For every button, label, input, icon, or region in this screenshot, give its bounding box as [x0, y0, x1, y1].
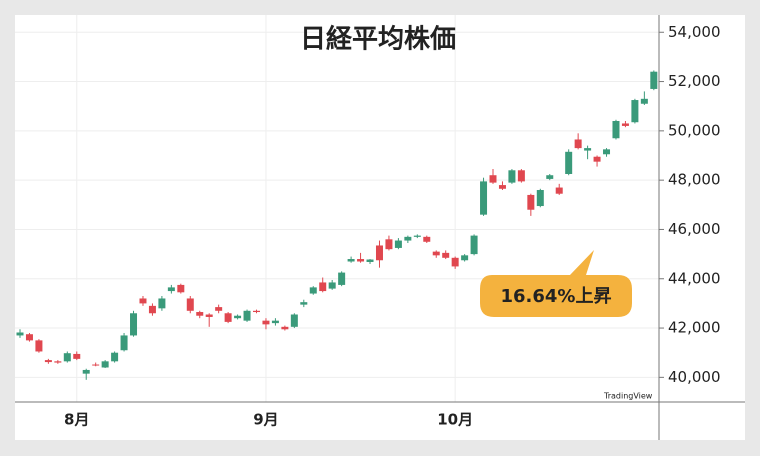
candle-body — [234, 315, 242, 319]
candle-body — [92, 364, 100, 366]
candle-body — [631, 100, 639, 123]
candle-body — [621, 123, 629, 126]
candle-body — [394, 240, 402, 248]
y-tick-label: 42,000 — [668, 319, 721, 337]
candle-body — [574, 139, 582, 149]
candle-body — [603, 149, 611, 155]
candle-body — [25, 334, 33, 341]
candle-body — [432, 251, 440, 256]
candle-body — [565, 151, 573, 174]
x-tick-label: 8月 — [64, 411, 89, 429]
candle-body — [536, 190, 544, 207]
candle-body — [271, 320, 279, 324]
candles — [16, 70, 658, 380]
candle-body — [111, 352, 119, 362]
candle-body — [262, 320, 270, 325]
candle-body — [82, 369, 90, 374]
candle-body — [498, 185, 506, 189]
candle-body — [357, 259, 365, 262]
candle-body — [139, 298, 147, 304]
candle-body — [101, 361, 109, 368]
candle-body — [640, 98, 648, 104]
candle-body — [328, 282, 336, 289]
annotation-bubble — [480, 250, 632, 317]
candle-body — [16, 332, 24, 336]
candle-body — [612, 120, 620, 139]
candle-body — [517, 170, 525, 182]
y-tick-label: 54,000 — [668, 23, 721, 41]
candle-body — [347, 259, 355, 262]
candle-body — [423, 236, 431, 242]
candle-body — [470, 235, 478, 255]
candle-body — [508, 170, 516, 183]
y-tick-label: 52,000 — [668, 72, 721, 90]
candle-body — [650, 71, 658, 89]
y-tick-label: 40,000 — [668, 368, 721, 386]
candle-body — [319, 282, 327, 292]
watermark: TradingView — [603, 392, 653, 401]
candle-body — [167, 287, 175, 292]
candle-body — [584, 148, 592, 151]
candle-body — [44, 360, 52, 363]
candle-body — [243, 310, 251, 321]
candle-body — [442, 252, 450, 258]
candle-body — [546, 175, 554, 179]
candle-body — [224, 313, 232, 322]
candle-body — [120, 335, 128, 351]
candle-body — [177, 284, 185, 293]
y-tick-label: 46,000 — [668, 220, 721, 238]
candle-body — [413, 235, 421, 237]
candle-body — [130, 313, 138, 336]
candle-body — [555, 187, 563, 194]
candle-body — [300, 302, 308, 305]
candle-body — [593, 156, 601, 162]
candle-body — [253, 310, 260, 313]
annotation: 16.64%上昇 — [501, 286, 612, 307]
candle-body — [54, 361, 62, 363]
candle-body — [309, 287, 317, 294]
candle-body — [148, 305, 156, 314]
candle-body — [290, 314, 298, 327]
candle-body — [385, 239, 393, 250]
candle-body — [527, 194, 535, 210]
candle-body — [461, 255, 469, 261]
candle-body — [196, 312, 204, 316]
y-tick-label: 48,000 — [668, 171, 721, 189]
candle-body — [338, 272, 346, 285]
candle-body — [281, 326, 289, 330]
x-tick-label: 9月 — [253, 411, 278, 429]
y-tick-label: 44,000 — [668, 269, 721, 287]
candle-body — [404, 236, 412, 241]
candle-body — [489, 175, 497, 183]
grid — [15, 15, 659, 402]
candle-body — [63, 353, 71, 362]
y-tick-label: 50,000 — [668, 121, 721, 139]
candle-body — [451, 257, 459, 267]
x-tick-label: 10月 — [437, 411, 473, 429]
candle-body — [186, 298, 194, 311]
panel — [15, 15, 745, 440]
chart-title: 日経平均株価 — [300, 24, 456, 55]
candle-body — [215, 307, 223, 311]
candle-body — [73, 353, 81, 359]
candle-body — [375, 245, 383, 261]
candle-body — [480, 181, 488, 215]
candle-body — [35, 340, 43, 352]
candle-body — [366, 259, 374, 262]
candle-body — [205, 314, 213, 317]
candle-body — [158, 298, 166, 309]
